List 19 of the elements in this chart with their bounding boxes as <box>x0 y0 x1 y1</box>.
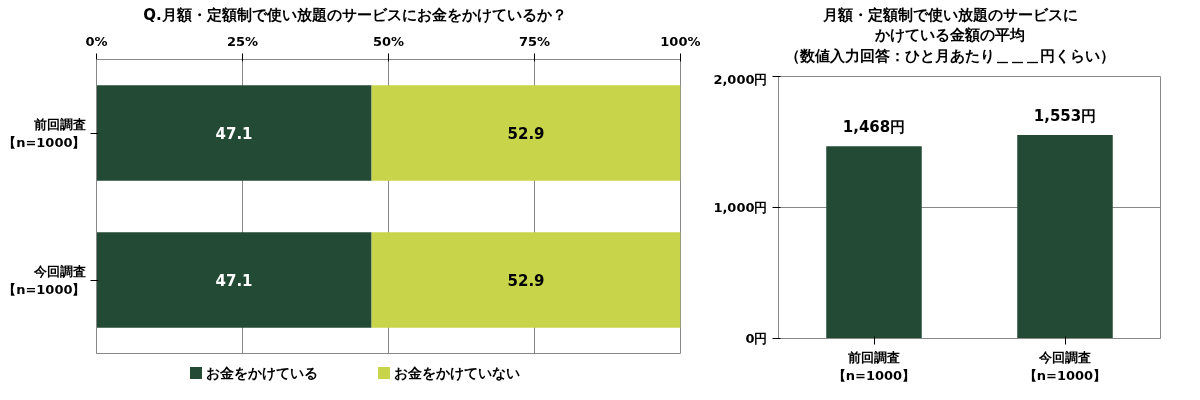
data-label: 52.9 <box>507 272 545 291</box>
y-tick-label: 2,000円 <box>713 71 768 87</box>
chart-title: Q.月額・定額制で使い放題のサービスにお金をかけているか？ <box>143 5 567 26</box>
data-label: 52.9 <box>507 125 545 144</box>
data-label: 1,553円 <box>1033 106 1097 125</box>
chart-subtitle: （数値入力回答：ひと月あたり＿＿＿円くらい） <box>785 46 1115 65</box>
data-label: 47.1 <box>215 125 253 144</box>
x-tick-label: 50% <box>372 33 405 49</box>
x-tick-label: 25% <box>226 33 259 49</box>
legend-label: お金をかけていない <box>394 365 520 382</box>
legend-label: お金をかけている <box>206 365 318 382</box>
x-tick-label: 75% <box>518 33 551 49</box>
x-tick-label: 100% <box>660 33 701 49</box>
y-tick-label: 0円 <box>745 330 768 346</box>
y-tick-label: 1,000円 <box>713 199 768 215</box>
data-label: 47.1 <box>215 272 253 291</box>
data-label: 1,468円 <box>842 117 906 136</box>
x-tick-label: 0% <box>85 33 108 49</box>
chart-title: 月額・定額制で使い放題のサービスにかけている金額の平均 <box>822 6 1078 45</box>
